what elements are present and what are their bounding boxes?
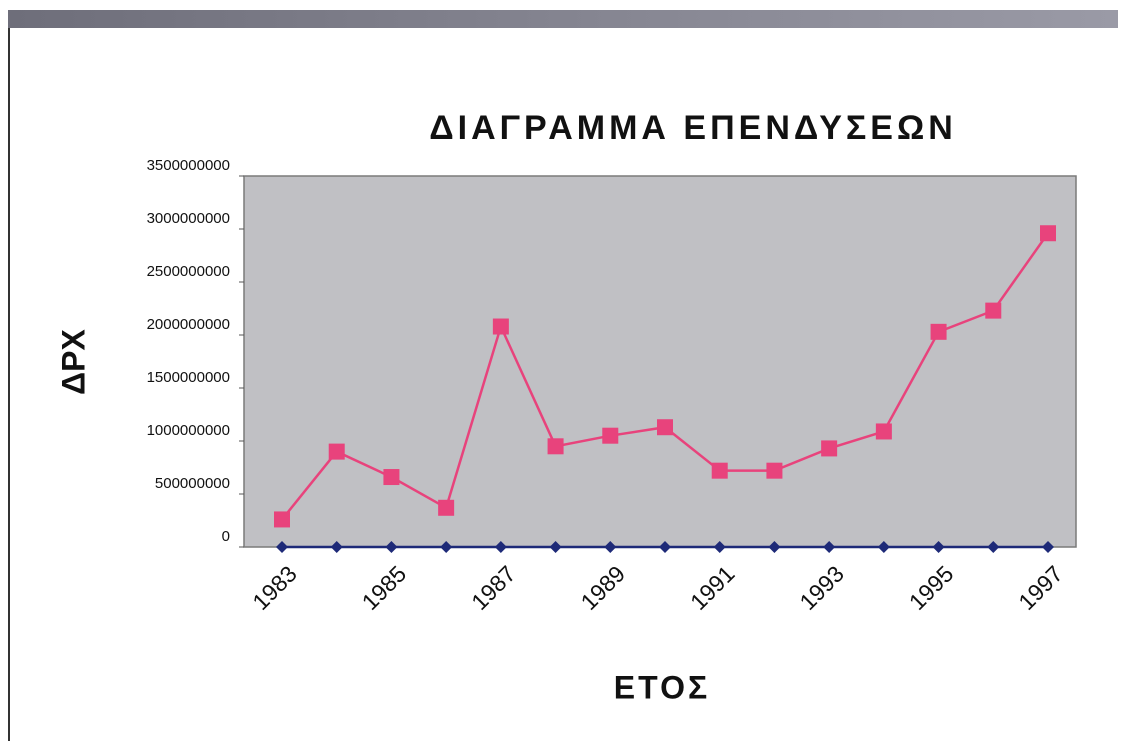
marker bbox=[768, 541, 781, 553]
y-tick-label: 500000000 bbox=[155, 475, 230, 492]
y-tick-label: 3000000000 bbox=[147, 210, 230, 227]
marker bbox=[438, 499, 455, 516]
marker bbox=[440, 541, 453, 553]
marker bbox=[932, 541, 945, 553]
marker bbox=[766, 462, 783, 479]
y-tick-label: 2000000000 bbox=[147, 316, 230, 333]
marker bbox=[494, 541, 507, 553]
y-tick-label: 1000000000 bbox=[147, 422, 230, 439]
y-tick-label: 2500000000 bbox=[147, 263, 230, 280]
marker bbox=[823, 541, 836, 553]
y-tick-label: 3500000000 bbox=[147, 157, 230, 174]
marker bbox=[549, 541, 562, 553]
window-bar bbox=[8, 10, 1118, 28]
y-tick-label: 1500000000 bbox=[147, 369, 230, 386]
marker bbox=[1040, 225, 1056, 242]
marker bbox=[875, 423, 892, 440]
marker bbox=[383, 469, 400, 486]
marker bbox=[276, 541, 288, 553]
marker bbox=[659, 541, 671, 553]
marker bbox=[877, 541, 890, 553]
chart-title: ΔΙΑΓΡΑΜΜΑ ΕΠΕΝΔΥΣΕΩΝ bbox=[429, 109, 957, 147]
marker bbox=[657, 419, 673, 436]
marker bbox=[328, 443, 345, 460]
marker bbox=[385, 541, 398, 553]
marker bbox=[930, 323, 947, 340]
y-tick-label: 0 bbox=[222, 528, 230, 545]
marker bbox=[604, 541, 617, 553]
y-axis-title: ΔΡΧ bbox=[55, 329, 91, 395]
marker bbox=[547, 438, 564, 455]
marker bbox=[985, 302, 1002, 319]
x-axis-title: ΕΤΟΣ bbox=[614, 669, 710, 705]
plot-area bbox=[243, 175, 1077, 548]
marker bbox=[713, 541, 726, 553]
marker bbox=[492, 318, 509, 335]
marker bbox=[711, 462, 728, 479]
marker bbox=[330, 541, 343, 553]
marker bbox=[821, 440, 838, 457]
marker bbox=[602, 427, 619, 444]
marker bbox=[274, 511, 290, 528]
marker bbox=[987, 541, 1000, 553]
marker bbox=[1042, 541, 1054, 553]
